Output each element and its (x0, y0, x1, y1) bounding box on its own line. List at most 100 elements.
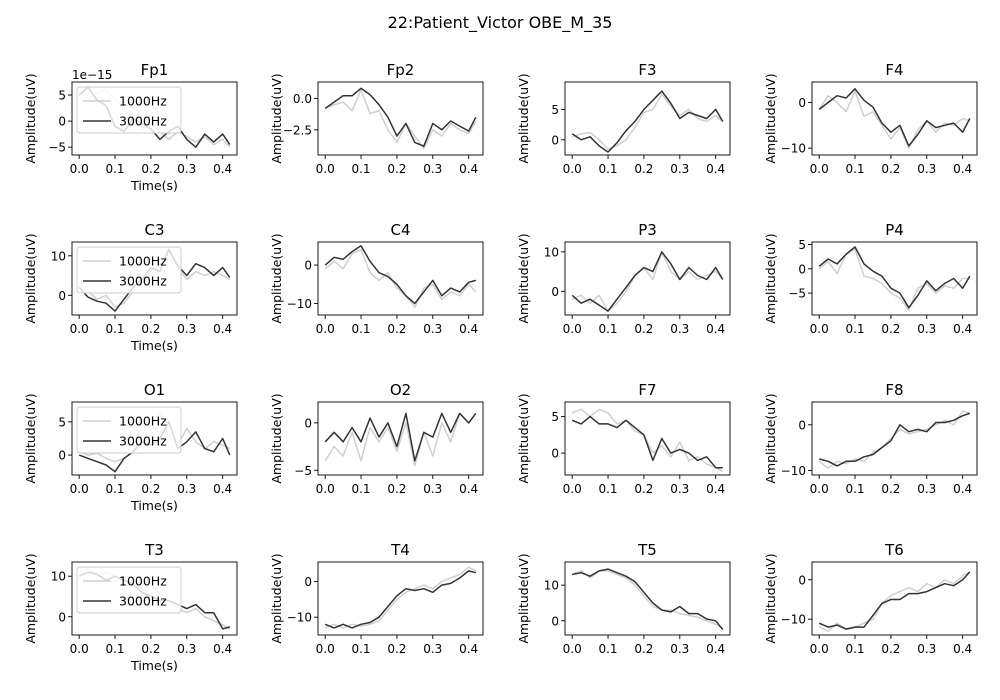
x-tick-label: 0.3 (177, 162, 196, 176)
series-line-3000hz (818, 571, 971, 630)
x-tick-label: 0.4 (706, 642, 725, 656)
x-tick-label: 0.0 (316, 482, 335, 496)
series-group (324, 412, 477, 467)
series-group (571, 90, 724, 153)
subplot-f7: F7 0.0 0.1 0.2 0.3 0.4 0 5 Amplitude(uV) (516, 381, 731, 496)
x-tick-label: 0.2 (141, 642, 160, 656)
x-tick-label: 0.1 (845, 642, 864, 656)
y-tick-label: 5 (798, 238, 806, 252)
series-group (818, 246, 971, 311)
x-axis-label: Time(s) (130, 178, 178, 193)
axes-frame (71, 241, 238, 316)
y-tick-label: 0 (551, 447, 559, 461)
legend-entry: 3000Hz (119, 594, 167, 609)
axes-frame (564, 561, 731, 636)
subplot-fp1: Fp1 0.0 0.1 0.2 0.3 0.4 −5 0 5 Amplitude(uV) Time(… (23, 61, 238, 193)
y-tick-label: −10 (287, 611, 312, 625)
series-line-1000hz (571, 251, 724, 312)
series-line-3000hz (324, 412, 477, 462)
x-tick-label: 0.1 (351, 162, 370, 176)
y-axis-label: Amplitude(uV) (763, 233, 778, 323)
x-tick-label: 0.2 (387, 322, 406, 336)
series-line-3000hz (818, 88, 971, 147)
x-tick-label: 0.4 (213, 322, 232, 336)
x-tick-label: 0.0 (316, 162, 335, 176)
x-tick-label: 0.0 (70, 162, 89, 176)
x-tick-label: 0.4 (459, 162, 478, 176)
x-tick-label: 0.1 (845, 322, 864, 336)
x-tick-label: 0.4 (953, 482, 972, 496)
legend-entry: 3000Hz (119, 434, 167, 449)
axes-frame (811, 401, 978, 476)
series-line-1000hz (818, 90, 971, 149)
series-line-3000hz (324, 245, 476, 305)
y-tick-label: −10 (781, 613, 806, 627)
y-tick-label: 0 (58, 115, 66, 129)
subplot-title: P3 (638, 221, 657, 239)
y-tick-label: 10 (51, 570, 66, 584)
x-tick-label: 0.0 (70, 482, 89, 496)
x-tick-label: 0.3 (423, 162, 442, 176)
series-line-3000hz (571, 90, 724, 153)
x-tick-label: 0.0 (70, 322, 89, 336)
series-line-3000hz (324, 570, 476, 629)
y-tick-label: 0.0 (293, 92, 312, 106)
x-tick-label: 0.0 (316, 642, 335, 656)
series-group (818, 410, 971, 469)
y-tick-label: −5 (788, 287, 806, 301)
subplot-title: O2 (390, 381, 411, 399)
x-tick-label: 0.1 (845, 482, 864, 496)
y-tick-label: 0 (304, 416, 312, 430)
axes-frame (811, 241, 978, 316)
y-axis-label: Amplitude(uV) (23, 73, 38, 163)
subplot-title: F3 (638, 61, 656, 79)
legend-entry: 1000Hz (119, 254, 167, 269)
x-tick-label: 0.3 (423, 482, 442, 496)
y-axis-label: Amplitude(uV) (269, 393, 284, 483)
subplot-c4: C4 0.0 0.1 0.2 0.3 0.4 −10 0 Amplitude(uV) (269, 221, 484, 336)
y-axis-label: Amplitude(uV) (516, 233, 531, 323)
series-line-3000hz (571, 251, 724, 312)
subplot-title: F4 (885, 61, 903, 79)
x-tick-label: 0.3 (177, 642, 196, 656)
series-group (818, 88, 971, 149)
x-tick-label: 0.2 (881, 642, 900, 656)
x-tick-label: 0.3 (917, 642, 936, 656)
subplot-title: P4 (885, 221, 904, 239)
y-axis-label: Amplitude(uV) (516, 73, 531, 163)
x-tick-label: 0.1 (105, 642, 124, 656)
y-tick-label: −10 (781, 464, 806, 478)
x-tick-label: 0.2 (634, 322, 653, 336)
y-tick-label: 0 (798, 573, 806, 587)
x-tick-label: 0.2 (387, 642, 406, 656)
y-tick-label: 0 (798, 96, 806, 110)
subplot-t4: T4 0.0 0.1 0.2 0.3 0.4 −10 0 Amplitude(uV) (269, 541, 484, 656)
series-line-1000hz (571, 93, 724, 150)
subplot-title: Fp2 (387, 61, 415, 79)
series-line-3000hz (819, 412, 971, 467)
subplot-t6: T6 0.0 0.1 0.2 0.3 0.4 −10 0 Amplitude(uV) (763, 541, 978, 656)
subplot-grid: Fp1 0.0 0.1 0.2 0.3 0.4 −5 0 5 Amplitude(uV) Time(… (23, 61, 978, 673)
axes-frame (71, 561, 238, 636)
series-group (324, 245, 477, 309)
x-tick-label: 0.1 (351, 322, 370, 336)
y-tick-label: −5 (48, 141, 66, 155)
x-tick-label: 0.2 (881, 162, 900, 176)
series-group (571, 568, 724, 631)
axes-frame (564, 241, 731, 316)
series-group (571, 408, 724, 473)
subplot-title: O1 (144, 381, 165, 399)
axes-frame (811, 81, 978, 156)
x-tick-label: 0.4 (459, 322, 478, 336)
x-tick-label: 0.4 (213, 482, 232, 496)
series-group (571, 251, 724, 312)
x-tick-label: 0.3 (423, 322, 442, 336)
legend-entry: 1000Hz (119, 414, 167, 429)
legend-entry: 1000Hz (119, 574, 167, 589)
x-axis-label: Time(s) (130, 498, 178, 513)
x-tick-label: 0.3 (423, 642, 442, 656)
x-tick-label: 0.1 (351, 482, 370, 496)
subplot-fp2: Fp2 0.0 0.1 0.2 0.3 0.4 −2.5 0.0 Amplitude(uV) (269, 61, 484, 176)
legend: 1000Hz 3000Hz (76, 246, 182, 294)
